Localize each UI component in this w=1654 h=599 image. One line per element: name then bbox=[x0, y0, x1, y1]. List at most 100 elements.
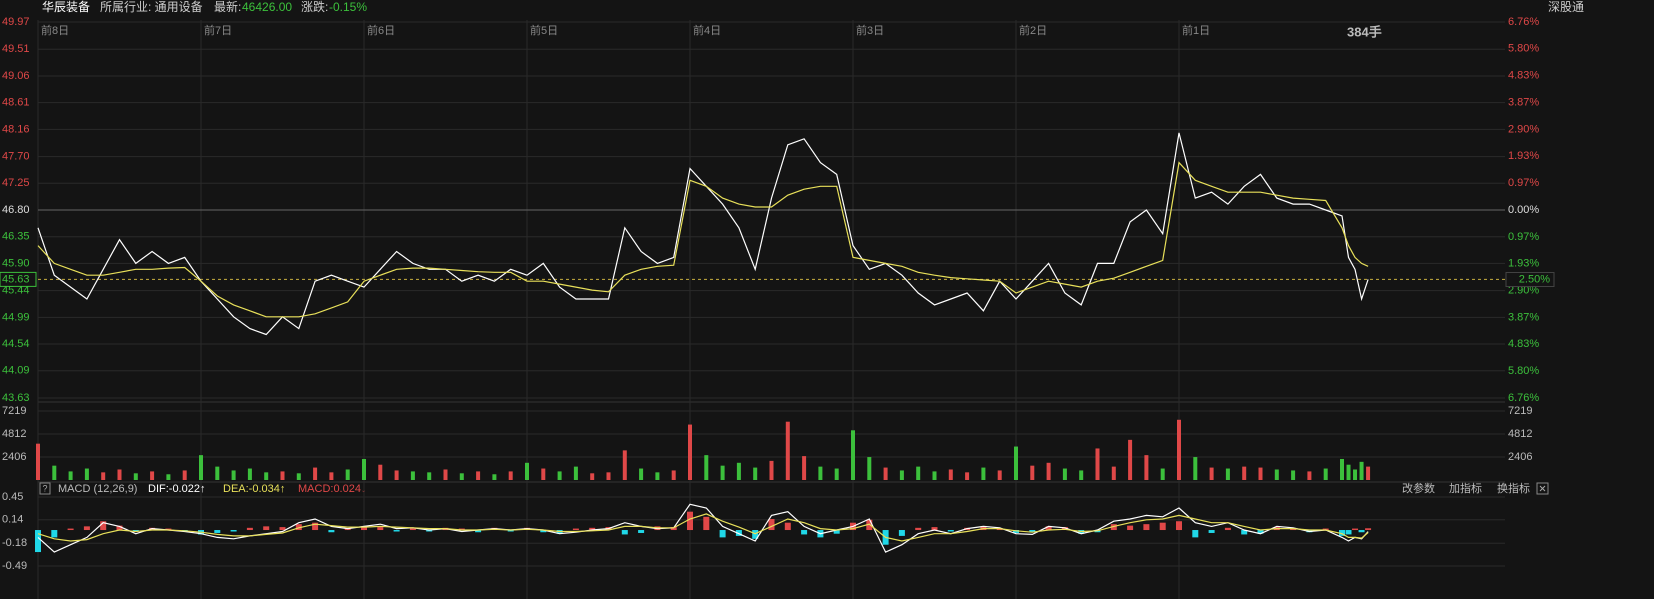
volume-bar bbox=[981, 467, 986, 480]
y2-tick-label: 3.87% bbox=[1508, 312, 1539, 324]
volume-bar bbox=[329, 472, 334, 480]
macd-bar bbox=[572, 528, 579, 531]
volume-bar bbox=[492, 474, 497, 480]
y2-tick-label: 4.83% bbox=[1508, 70, 1539, 82]
macd-bar bbox=[1339, 530, 1345, 536]
volume-bar bbox=[443, 469, 448, 480]
macd-bar bbox=[100, 521, 107, 531]
macd-bar bbox=[1061, 527, 1068, 531]
exchange: 深股通 bbox=[1548, 0, 1584, 14]
volume-bar bbox=[1366, 466, 1371, 480]
help-box[interactable] bbox=[39, 482, 51, 495]
volume-bar bbox=[1353, 469, 1358, 480]
volume-bar bbox=[590, 473, 595, 480]
volume-bar bbox=[52, 465, 57, 480]
y2-tick-label: 1.93% bbox=[1508, 258, 1539, 270]
macd-bar bbox=[621, 530, 628, 535]
macd-bar bbox=[589, 527, 596, 531]
volume-bar bbox=[557, 471, 562, 480]
macd-bar bbox=[295, 524, 302, 531]
volume-bar bbox=[427, 472, 432, 480]
volume-bar bbox=[785, 421, 790, 480]
macd-bar bbox=[638, 530, 645, 533]
price-line bbox=[37, 132, 1369, 336]
y-tick-label: 4812 bbox=[2, 428, 26, 440]
macd-bar bbox=[719, 530, 726, 538]
x-tick-label: 前4日 bbox=[693, 23, 721, 37]
volume-bar bbox=[1274, 469, 1279, 480]
volume-bar bbox=[916, 466, 921, 480]
y2-tick-label: 0.00% bbox=[1508, 204, 1539, 216]
y-tick-label: 7219 bbox=[2, 405, 26, 417]
macd-bar bbox=[1358, 530, 1365, 533]
macd-bar bbox=[1013, 530, 1019, 533]
y2-tick-label: 4812 bbox=[1508, 428, 1532, 440]
volume-bar bbox=[345, 469, 350, 480]
current-price-label: 45.63 bbox=[2, 273, 30, 285]
macd-bar bbox=[1029, 530, 1036, 533]
macd-bar bbox=[540, 530, 547, 533]
volume-bar bbox=[736, 462, 741, 480]
volume-bar bbox=[1062, 468, 1067, 480]
y2-tick-label: 2.90% bbox=[1508, 285, 1539, 297]
button[interactable]: 加指标 bbox=[1449, 481, 1482, 495]
volume-bar bbox=[622, 450, 627, 480]
volume-bar bbox=[410, 471, 415, 480]
volume-bar bbox=[394, 470, 399, 480]
y-tick-label: -0.49 bbox=[2, 560, 27, 572]
volume-bar bbox=[313, 467, 318, 480]
macd-bar bbox=[1045, 526, 1052, 531]
volume-bar bbox=[769, 460, 774, 480]
macd-bar bbox=[1352, 528, 1359, 531]
volume-bar bbox=[1258, 467, 1263, 480]
dif-label: DIF:-0.022↑ bbox=[148, 483, 205, 495]
volume-bar bbox=[199, 455, 203, 480]
volume-bar bbox=[818, 466, 823, 480]
volume-bar bbox=[68, 471, 73, 480]
macd-bar bbox=[1208, 530, 1215, 533]
y2-tick-label: 4.83% bbox=[1508, 338, 1539, 350]
macd-bar bbox=[670, 527, 677, 531]
volume-bar bbox=[720, 465, 725, 480]
volume-bar bbox=[1030, 465, 1035, 480]
volume-bar bbox=[166, 474, 171, 480]
volume-bar bbox=[541, 468, 546, 480]
macd-bar bbox=[735, 530, 742, 536]
macd-bar bbox=[263, 526, 270, 531]
macd-bar bbox=[214, 530, 221, 533]
volume-bar bbox=[1079, 470, 1084, 480]
y2-tick-label: 5.80% bbox=[1508, 43, 1539, 55]
y2-tick-label: 2406 bbox=[1508, 451, 1532, 463]
button[interactable]: 改参数 bbox=[1402, 481, 1435, 495]
volume-bar bbox=[101, 472, 106, 480]
volume-bar bbox=[704, 455, 709, 480]
change-value: -0.15% bbox=[329, 0, 367, 14]
volume-bar bbox=[948, 469, 953, 480]
macd-bar bbox=[1159, 522, 1166, 531]
macd-bar bbox=[67, 528, 74, 531]
macd-bar bbox=[1257, 530, 1264, 534]
close-icon bbox=[1539, 485, 1546, 492]
volume-bar bbox=[1095, 448, 1100, 480]
volume-bar bbox=[36, 443, 40, 480]
volume-bar bbox=[508, 471, 513, 480]
macd-bar bbox=[1110, 524, 1117, 531]
button[interactable]: 换指标 bbox=[1497, 481, 1530, 495]
volume-bar bbox=[883, 467, 888, 480]
y-tick-label: 47.70 bbox=[2, 151, 30, 163]
y2-tick-label: 3.87% bbox=[1508, 96, 1539, 108]
macd-bar bbox=[83, 526, 90, 531]
volume-bar bbox=[1014, 446, 1018, 480]
y-tick-label: 2406 bbox=[2, 451, 26, 463]
macd-bar bbox=[393, 530, 400, 532]
macd-bar bbox=[996, 528, 1003, 531]
macd-bar bbox=[409, 528, 416, 531]
macd-bar bbox=[898, 530, 905, 536]
volume-bar bbox=[573, 466, 578, 480]
volume-bar bbox=[459, 473, 464, 480]
macd-bar bbox=[1345, 530, 1352, 535]
close-button[interactable] bbox=[1536, 482, 1549, 495]
y-tick-label: 48.61 bbox=[2, 97, 30, 109]
macd-bar bbox=[1290, 528, 1297, 531]
